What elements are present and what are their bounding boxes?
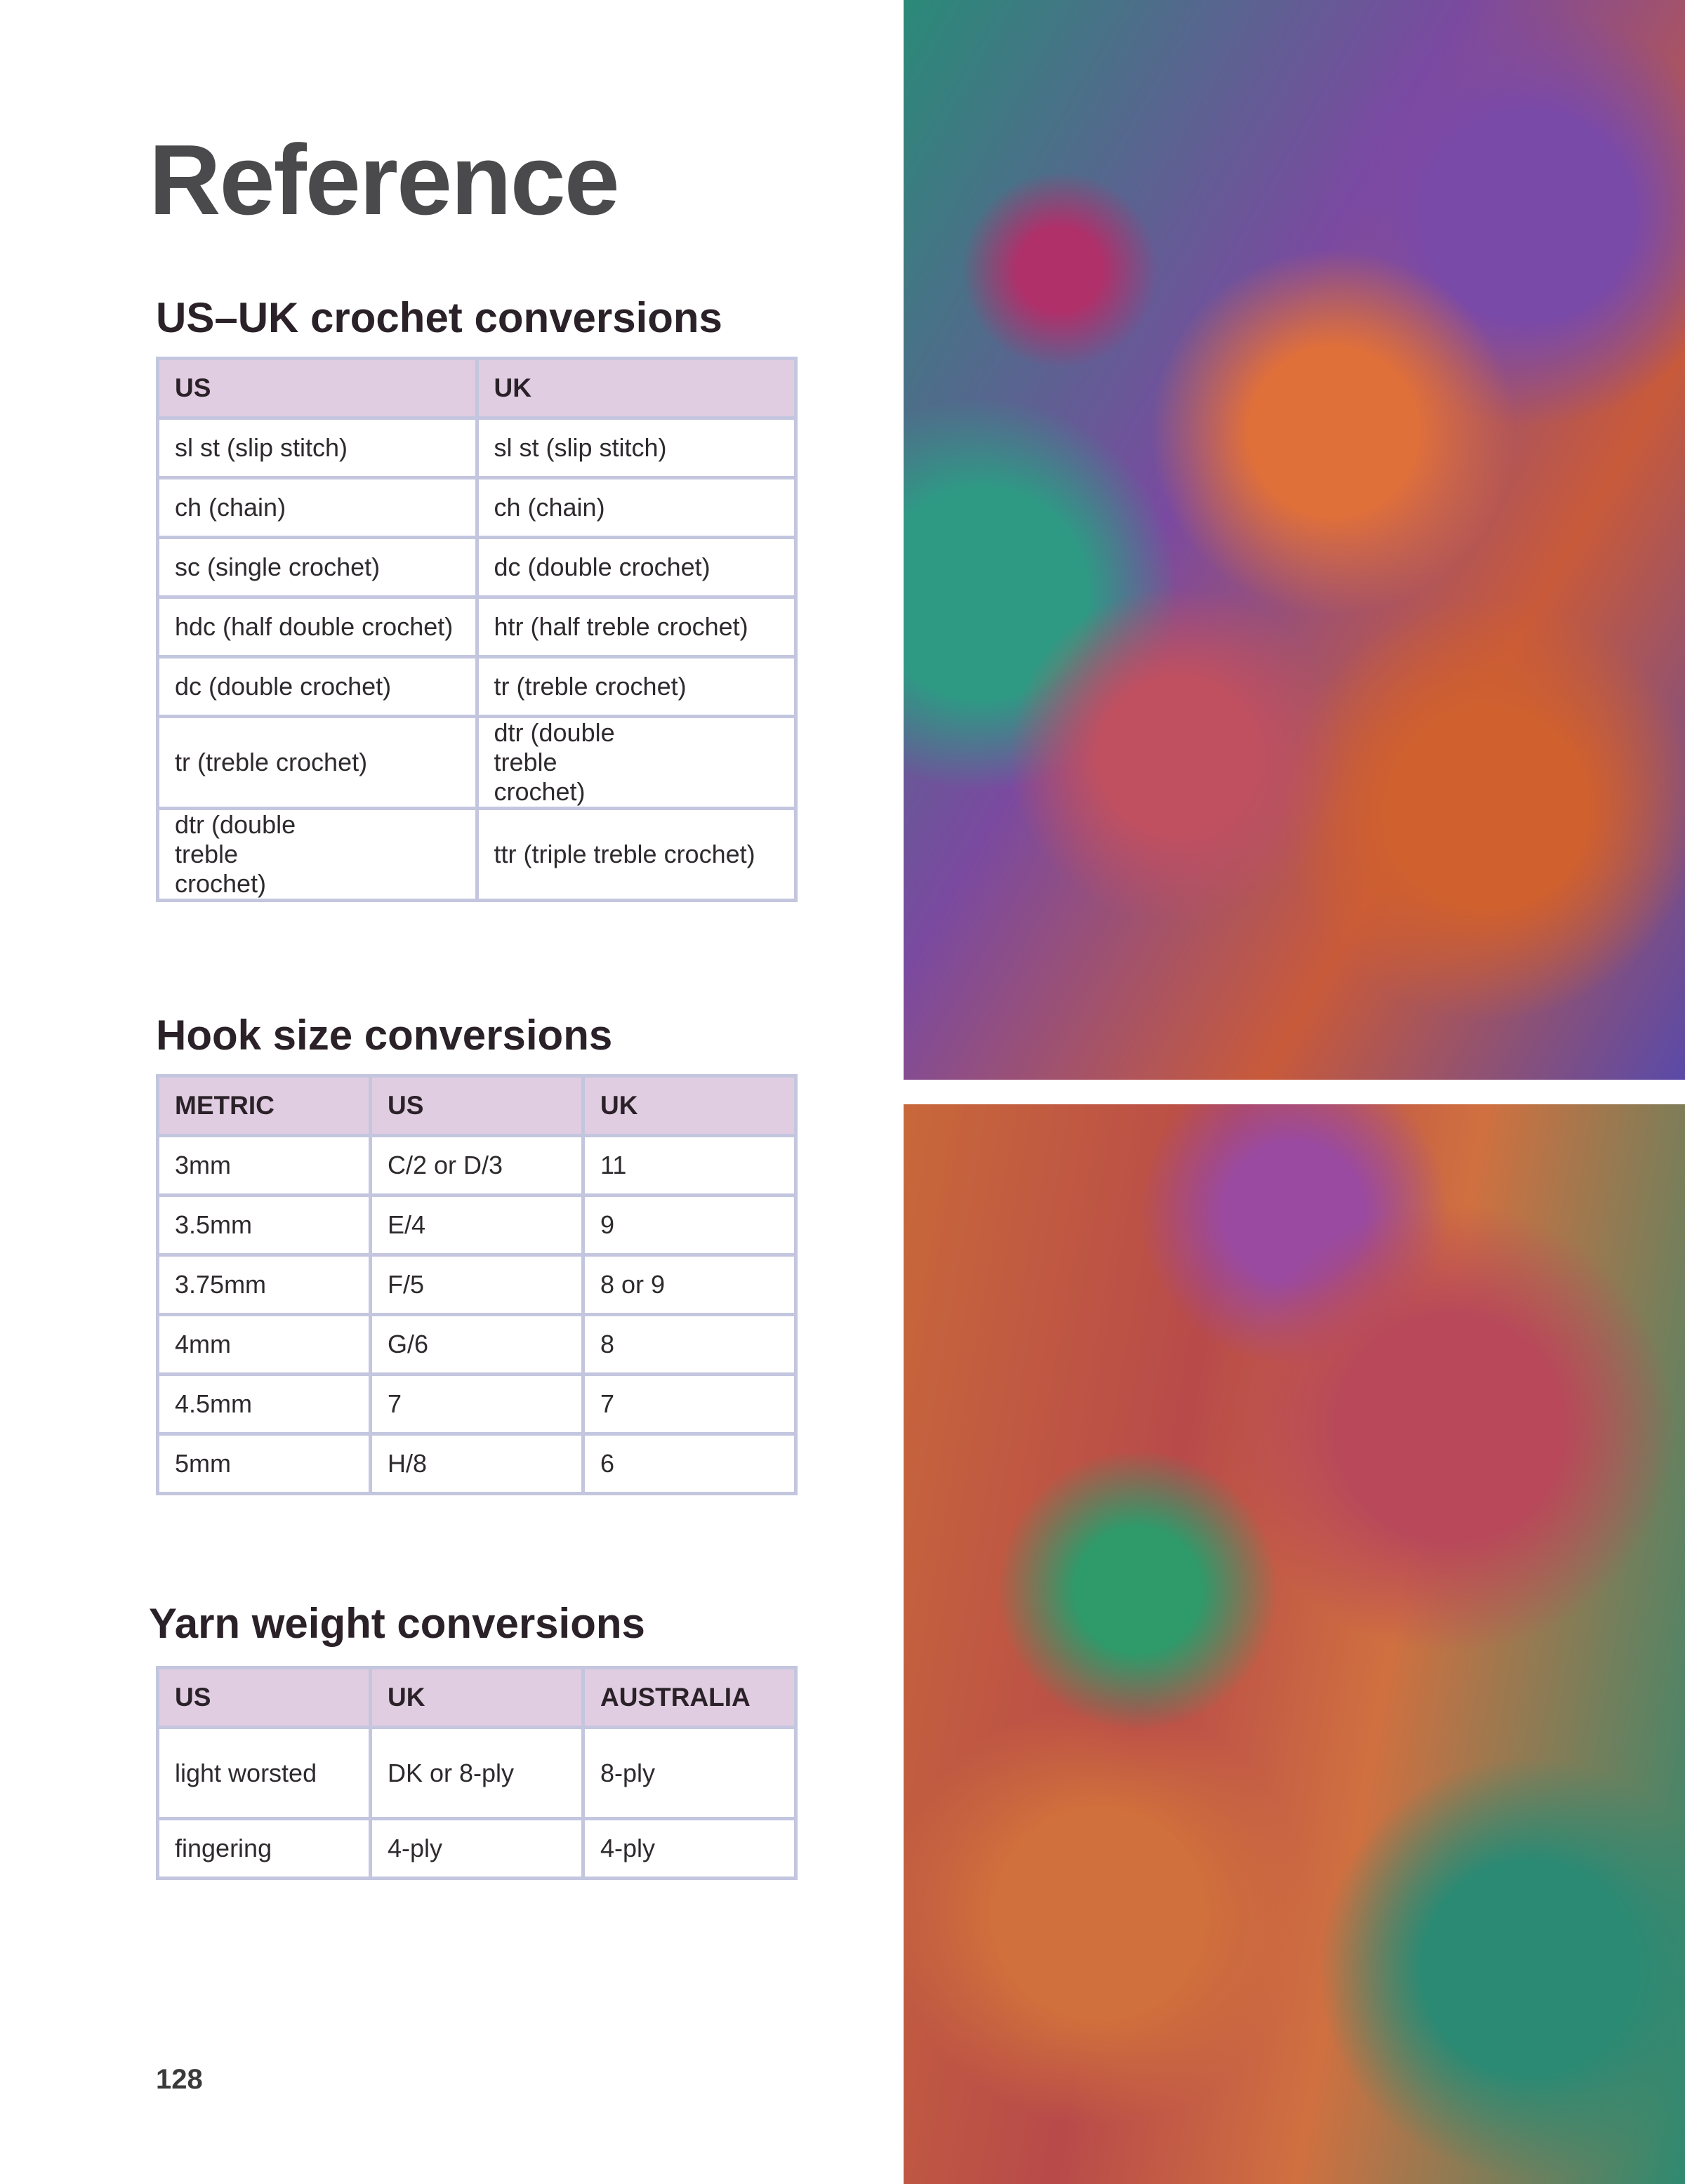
table-cell: 3.5mm bbox=[156, 1193, 372, 1257]
column-header: US bbox=[156, 1666, 372, 1729]
table-row: fingering 4-ply 4-ply bbox=[156, 1817, 798, 1880]
page-title: Reference bbox=[149, 124, 620, 236]
table-row: 3mm C/2 or D/3 11 bbox=[156, 1134, 798, 1197]
table-row: light worsted DK or 8-ply 8-ply bbox=[156, 1726, 798, 1820]
table-cell: 8-ply bbox=[581, 1726, 798, 1820]
table-row: 4.5mm 7 7 bbox=[156, 1372, 798, 1436]
table-cell: ch (chain) bbox=[475, 476, 798, 539]
table-cell: dc (double crochet) bbox=[475, 536, 798, 599]
table-cell: 7 bbox=[581, 1372, 798, 1436]
table-cell: sc (single crochet) bbox=[156, 536, 479, 599]
hook-conversions-heading: Hook size conversions bbox=[156, 1012, 613, 1059]
table-row: 3.75mm F/5 8 or 9 bbox=[156, 1253, 798, 1316]
table-cell: 8 bbox=[581, 1313, 798, 1376]
table-cell: 4-ply bbox=[581, 1817, 798, 1880]
table-cell: tr (treble crochet) bbox=[475, 655, 798, 718]
column-header: AUSTRALIA bbox=[581, 1666, 798, 1729]
table-cell: ttr (triple treble crochet) bbox=[475, 807, 798, 902]
yarn-conversions-table: US UK AUSTRALIA light worsted DK or 8-ply… bbox=[156, 1666, 798, 1880]
yarn-conversions-heading: Yarn weight conversions bbox=[149, 1600, 645, 1647]
table-cell: 3mm bbox=[156, 1134, 372, 1197]
table-cell: F/5 bbox=[369, 1253, 585, 1316]
table-row: dtr (double treble crochet) ttr (triple t… bbox=[156, 807, 798, 902]
page-number: 128 bbox=[156, 2064, 203, 2095]
table-cell: C/2 or D/3 bbox=[369, 1134, 585, 1197]
table-cell: hdc (half double crochet) bbox=[156, 595, 479, 658]
table-cell: H/8 bbox=[369, 1432, 585, 1495]
table-cell: 7 bbox=[369, 1372, 585, 1436]
table-cell: dtr (double treble crochet) bbox=[156, 807, 479, 902]
table-row: 3.5mm E/4 9 bbox=[156, 1193, 798, 1257]
table-cell: DK or 8-ply bbox=[369, 1726, 585, 1820]
column-header: UK bbox=[475, 357, 798, 420]
crochet-blanket-photo-bottom bbox=[904, 1104, 1685, 2184]
table-row: sc (single crochet) dc (double crochet) bbox=[156, 536, 798, 599]
table-cell: dc (double crochet) bbox=[156, 655, 479, 718]
table-row: hdc (half double crochet) htr (half trebl… bbox=[156, 595, 798, 658]
crochet-blanket-photo-top bbox=[904, 0, 1685, 1080]
column-header: METRIC bbox=[156, 1074, 372, 1137]
column-header: UK bbox=[581, 1074, 798, 1137]
table-cell: tr (treble crochet) bbox=[156, 715, 479, 810]
table-cell: dtr (double treble crochet) bbox=[475, 715, 798, 810]
table-cell: 3.75mm bbox=[156, 1253, 372, 1316]
table-cell: G/6 bbox=[369, 1313, 585, 1376]
table-cell: light worsted bbox=[156, 1726, 372, 1820]
table-cell: ch (chain) bbox=[156, 476, 479, 539]
table-row: tr (treble crochet) dtr (double treble cr… bbox=[156, 715, 798, 810]
table-row: sl st (slip stitch) sl st (slip stitch) bbox=[156, 416, 798, 479]
table-row: dc (double crochet) tr (treble crochet) bbox=[156, 655, 798, 718]
table-row: 4mm G/6 8 bbox=[156, 1313, 798, 1376]
crochet-conversions-table: US UK sl st (slip stitch) sl st (slip sti… bbox=[156, 357, 798, 902]
hook-conversions-table: METRIC US UK 3mm C/2 or D/3 11 3.5mm E/4 9 3… bbox=[156, 1074, 798, 1495]
table-cell: 4.5mm bbox=[156, 1372, 372, 1436]
column-header: US bbox=[369, 1074, 585, 1137]
crochet-conversions-heading: US–UK crochet conversions bbox=[156, 294, 722, 341]
table-cell: 4mm bbox=[156, 1313, 372, 1376]
table-cell: 11 bbox=[581, 1134, 798, 1197]
table-cell: 8 or 9 bbox=[581, 1253, 798, 1316]
column-header: UK bbox=[369, 1666, 585, 1729]
table-cell: 9 bbox=[581, 1193, 798, 1257]
table-cell: E/4 bbox=[369, 1193, 585, 1257]
table-cell: sl st (slip stitch) bbox=[156, 416, 479, 479]
table-cell: 5mm bbox=[156, 1432, 372, 1495]
table-cell: sl st (slip stitch) bbox=[475, 416, 798, 479]
column-header: US bbox=[156, 357, 479, 420]
table-row: 5mm H/8 6 bbox=[156, 1432, 798, 1495]
table-cell: 6 bbox=[581, 1432, 798, 1495]
table-row: ch (chain) ch (chain) bbox=[156, 476, 798, 539]
table-cell: 4-ply bbox=[369, 1817, 585, 1880]
table-cell: fingering bbox=[156, 1817, 372, 1880]
table-cell: htr (half treble crochet) bbox=[475, 595, 798, 658]
